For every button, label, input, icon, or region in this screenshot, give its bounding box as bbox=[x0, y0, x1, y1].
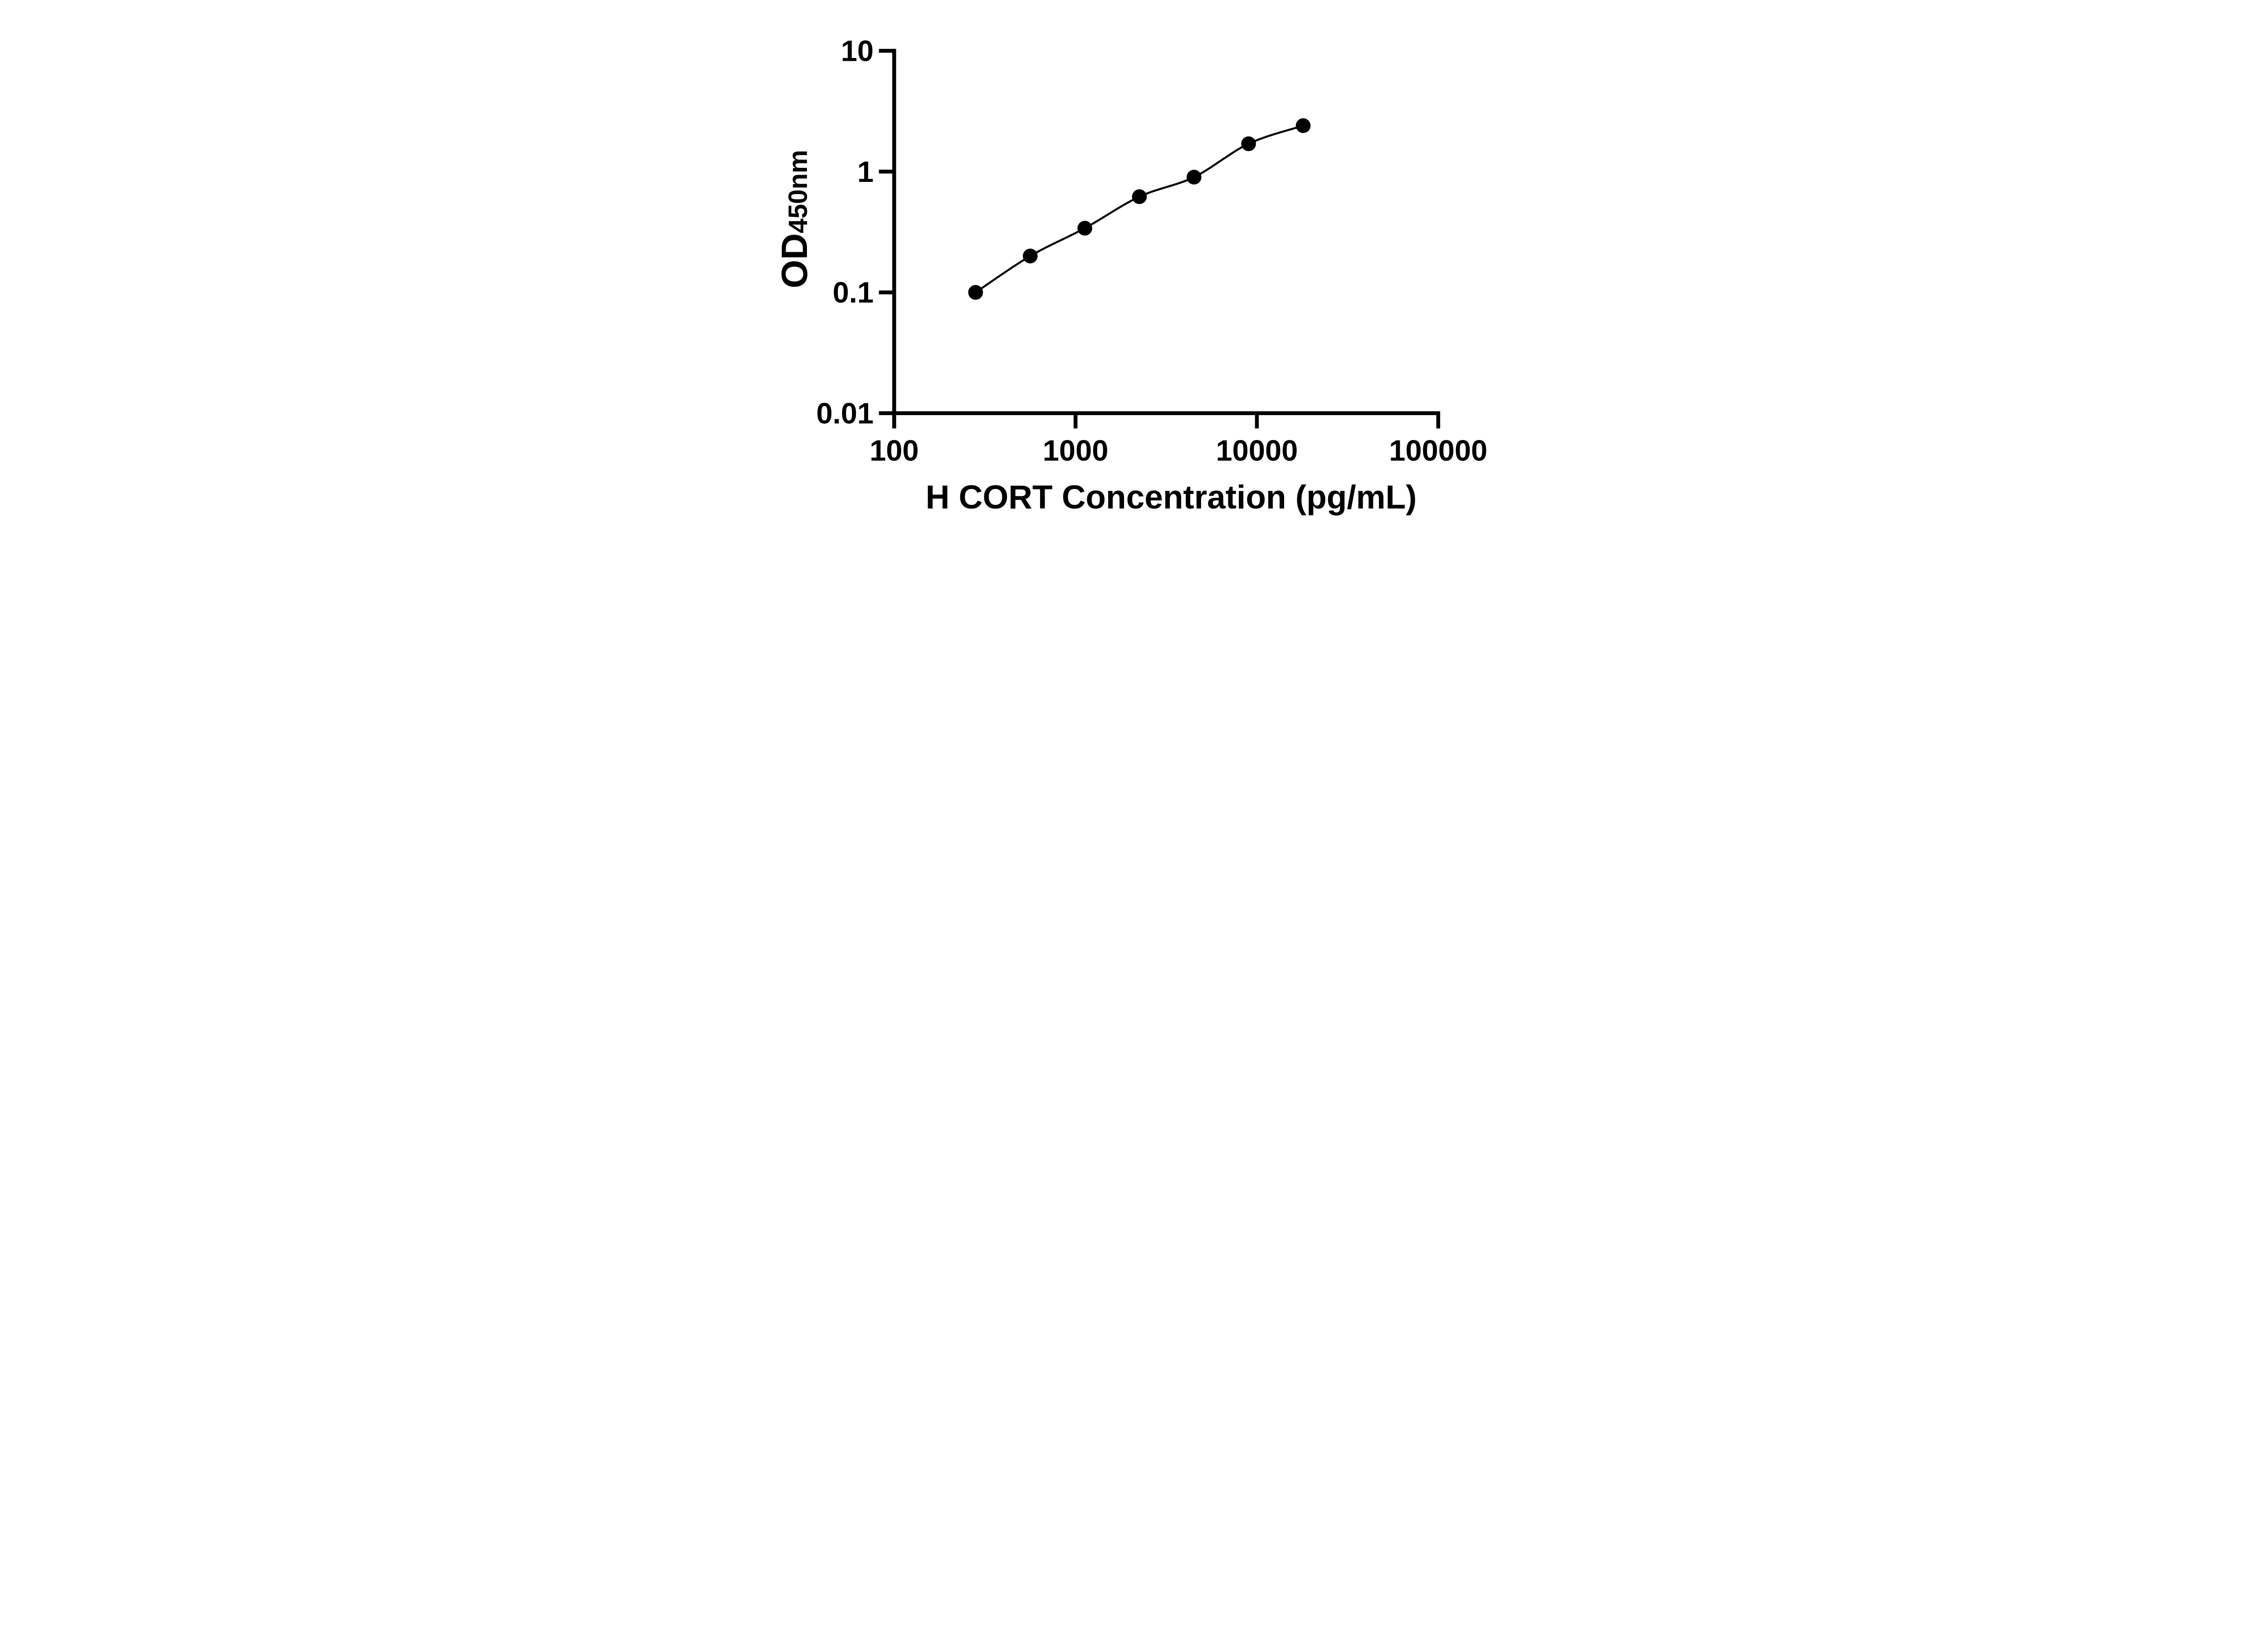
x-tick-label: 1000 bbox=[1043, 434, 1109, 467]
x-tick-label: 100 bbox=[870, 434, 919, 467]
y-tick-label: 0.1 bbox=[833, 276, 874, 309]
data-point bbox=[1187, 170, 1202, 185]
data-point bbox=[1022, 249, 1038, 264]
x-tick-label: 10000 bbox=[1216, 434, 1298, 467]
data-point bbox=[1077, 220, 1092, 236]
data-point bbox=[1132, 189, 1147, 204]
x-axis-title: H CORT Concentration (pg/mL) bbox=[926, 479, 1417, 516]
data-point bbox=[1241, 136, 1256, 152]
y-axis-title-main: OD bbox=[774, 233, 815, 288]
y-tick-label: 0.01 bbox=[816, 396, 874, 430]
page: 10 1 0.1 0.01 100 1000 10000 100000 H CORT Conc… bbox=[746, 0, 1522, 544]
y-axis-title: OD450nm bbox=[774, 150, 815, 288]
chart-canvas: 10 1 0.1 0.01 100 1000 10000 100000 H CORT Conc… bbox=[746, 0, 1522, 544]
data-point bbox=[968, 285, 983, 300]
elisa-standard-curve-figure: 10 1 0.1 0.01 100 1000 10000 100000 H CORT Conc… bbox=[746, 0, 1522, 544]
y-axis-title-sub: 450nm bbox=[783, 150, 813, 233]
fit-curve bbox=[975, 124, 1304, 293]
y-tick-label: 10 bbox=[841, 34, 874, 68]
y-tick-label: 1 bbox=[857, 155, 874, 188]
plot-area: 10 1 0.1 0.01 100 1000 10000 100000 bbox=[816, 34, 1487, 467]
data-point bbox=[1295, 118, 1311, 133]
x-tick-label: 100000 bbox=[1389, 434, 1487, 467]
